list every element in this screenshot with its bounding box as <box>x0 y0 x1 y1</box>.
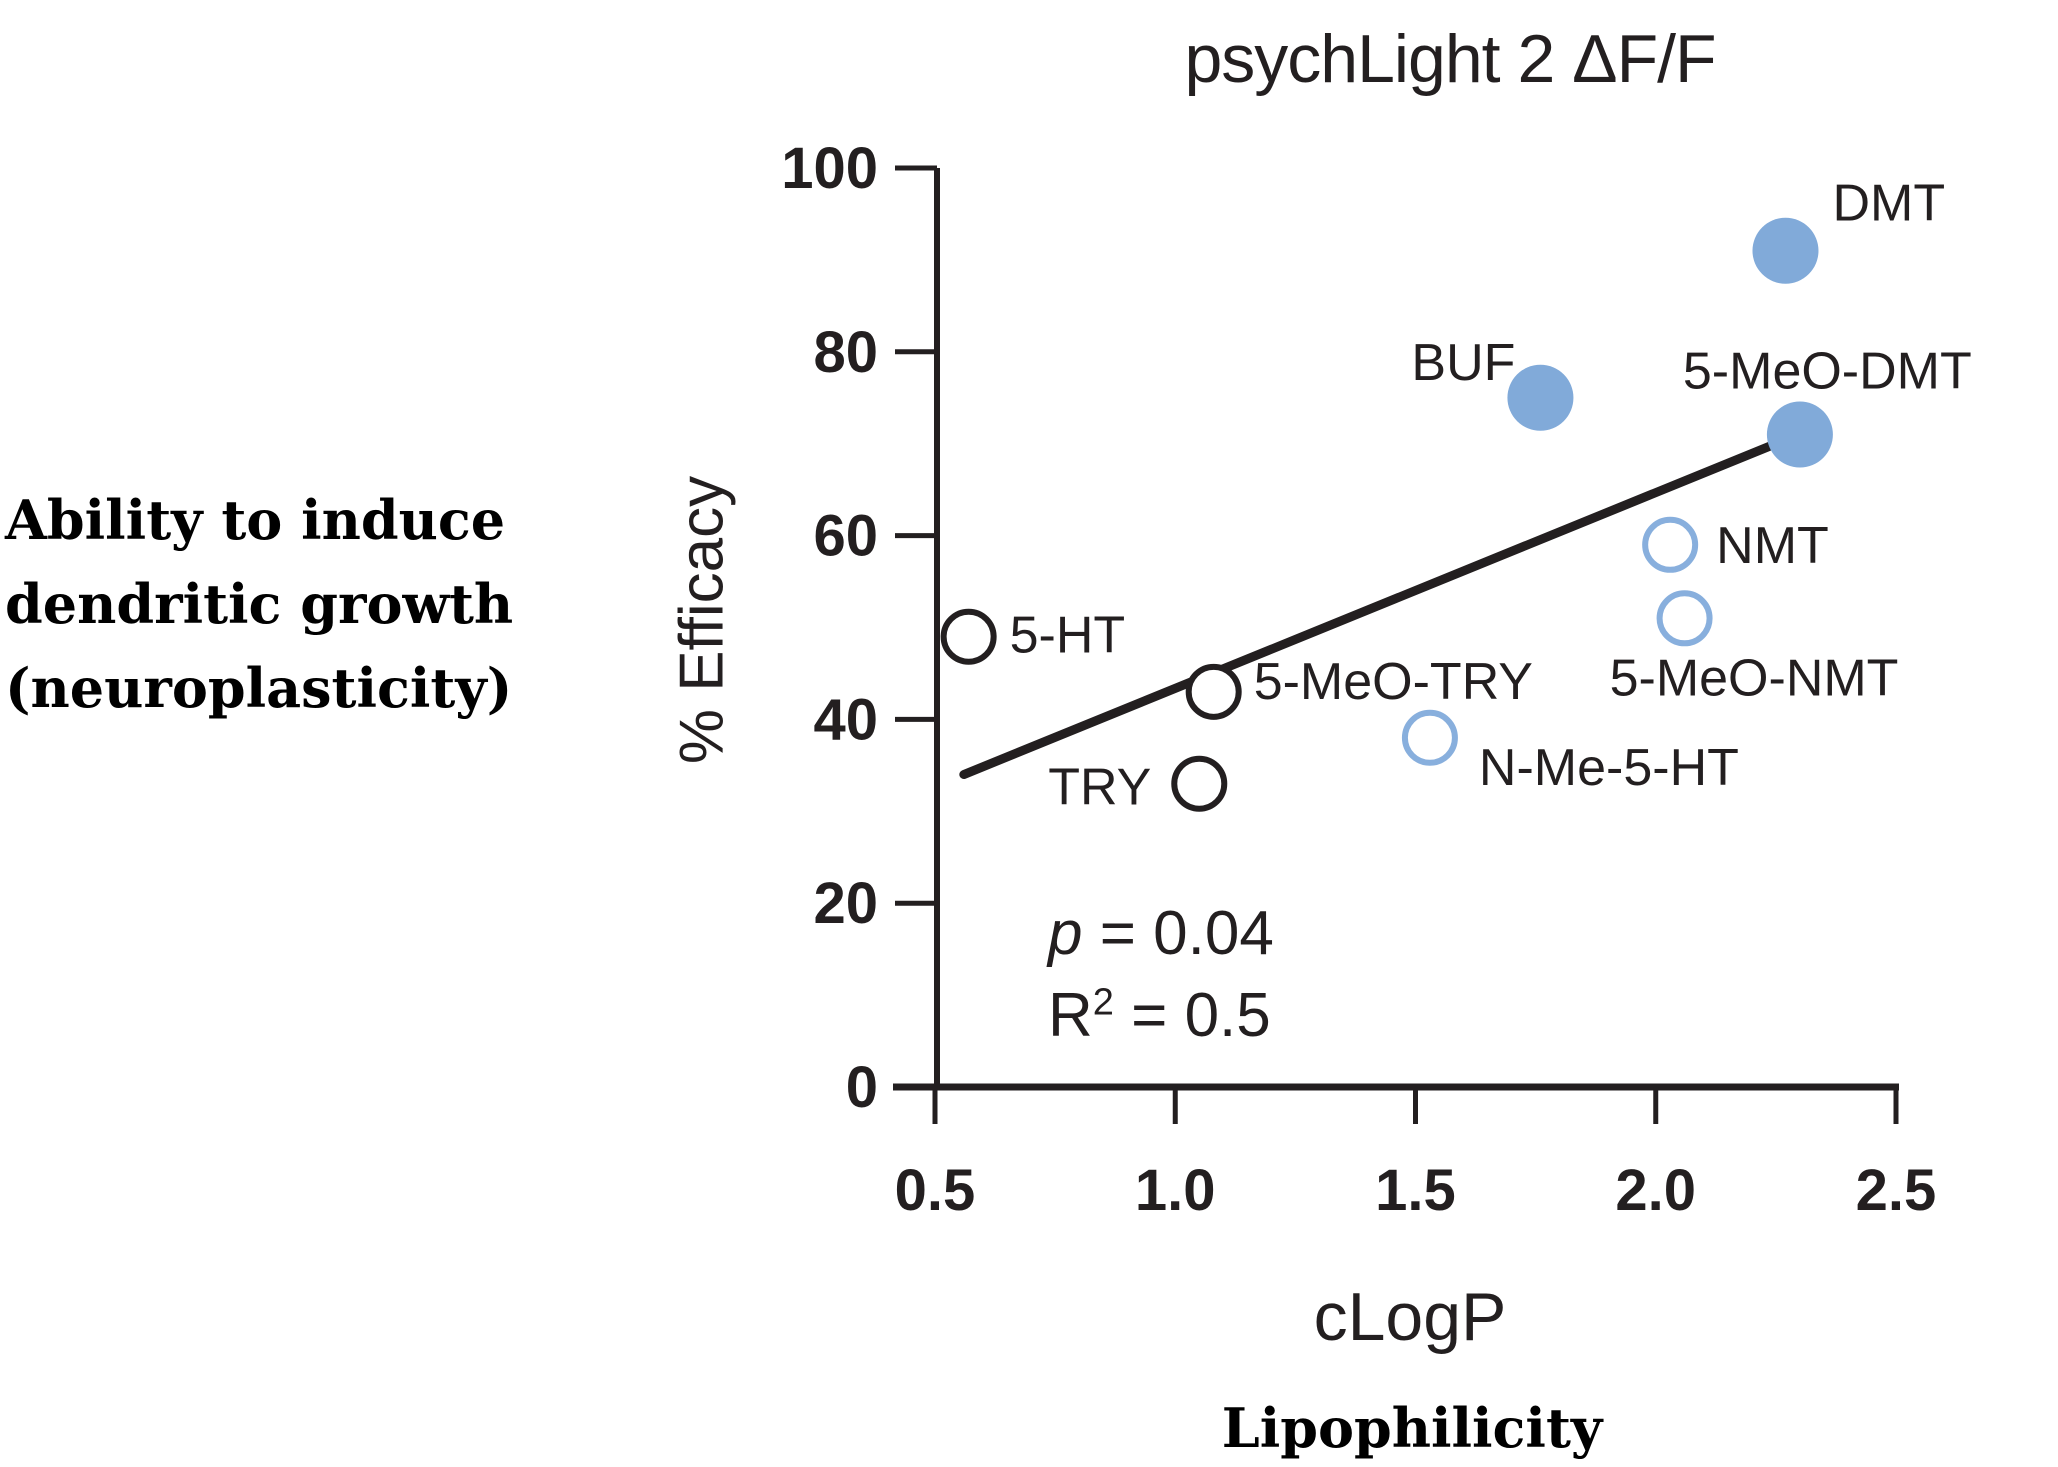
data-point-try <box>1171 755 1228 812</box>
x-tick-label: 1.0 <box>1135 1158 1216 1223</box>
point-label-5-meo-try: 5-MeO-TRY <box>1254 653 1533 711</box>
data-point-5-meo-nmt <box>1656 590 1713 647</box>
data-point-5-ht <box>940 608 997 665</box>
point-label-5-meo-nmt: 5-MeO-NMT <box>1610 649 1899 707</box>
r-exponent: 2 <box>1092 981 1114 1024</box>
x-tick-label: 2.5 <box>1856 1158 1937 1223</box>
y-tick-label: 20 <box>813 871 878 936</box>
regression-stats: p = 0.04 R2 = 0.5 <box>1048 893 1274 1057</box>
data-point-5-meo-try <box>1185 663 1242 720</box>
x-tick-label: 0.5 <box>895 1158 976 1223</box>
data-point-dmt <box>1752 217 1819 284</box>
x-tick-label: 2.0 <box>1615 1158 1696 1223</box>
data-point-n-me-5-ht <box>1401 709 1458 766</box>
r-squared-line: R2 = 0.5 <box>1048 975 1274 1057</box>
trend-line <box>959 439 1781 780</box>
y-tick-label: 80 <box>813 320 878 385</box>
point-label-try: TRY <box>1048 759 1151 817</box>
chart-title: psychLight 2 ΔF/F <box>1184 21 1716 97</box>
y-tick-label: 100 <box>781 136 878 201</box>
p-symbol: p <box>1048 899 1083 968</box>
annotation-line-1: Ability to induce <box>5 488 506 552</box>
point-label-buf: BUF <box>1411 334 1515 392</box>
data-point-buf <box>1507 364 1574 431</box>
point-label-n-me-5-ht: N-Me-5-HT <box>1479 739 1739 797</box>
x-axis-caption: Lipophilicity <box>1221 1396 1603 1460</box>
y-tick-label: 0 <box>846 1055 878 1120</box>
r-squared-value: = 0.5 <box>1113 981 1271 1050</box>
point-label-5-meo-dmt: 5-MeO-DMT <box>1683 343 1972 401</box>
point-label-dmt: DMT <box>1832 175 1945 233</box>
r-symbol: R <box>1048 981 1093 1050</box>
y-tick-label: 40 <box>813 687 878 752</box>
y-tick-label: 60 <box>813 504 878 569</box>
x-axis-label: cLogP <box>1313 1279 1507 1355</box>
point-label-5-ht: 5-HT <box>1010 607 1126 665</box>
annotation-line-2: dendritic growth <box>5 572 514 636</box>
p-value: = 0.04 <box>1082 899 1274 968</box>
data-point-5-meo-dmt <box>1766 401 1833 468</box>
x-tick-label: 1.5 <box>1375 1158 1456 1223</box>
data-point-nmt <box>1642 516 1699 573</box>
p-value-line: p = 0.04 <box>1048 893 1274 975</box>
annotation-line-3: (neuroplasticity) <box>5 656 513 720</box>
annotation-neuroplasticity: Ability to induce dendritic growth (neur… <box>5 478 513 730</box>
point-label-nmt: NMT <box>1716 517 1829 575</box>
